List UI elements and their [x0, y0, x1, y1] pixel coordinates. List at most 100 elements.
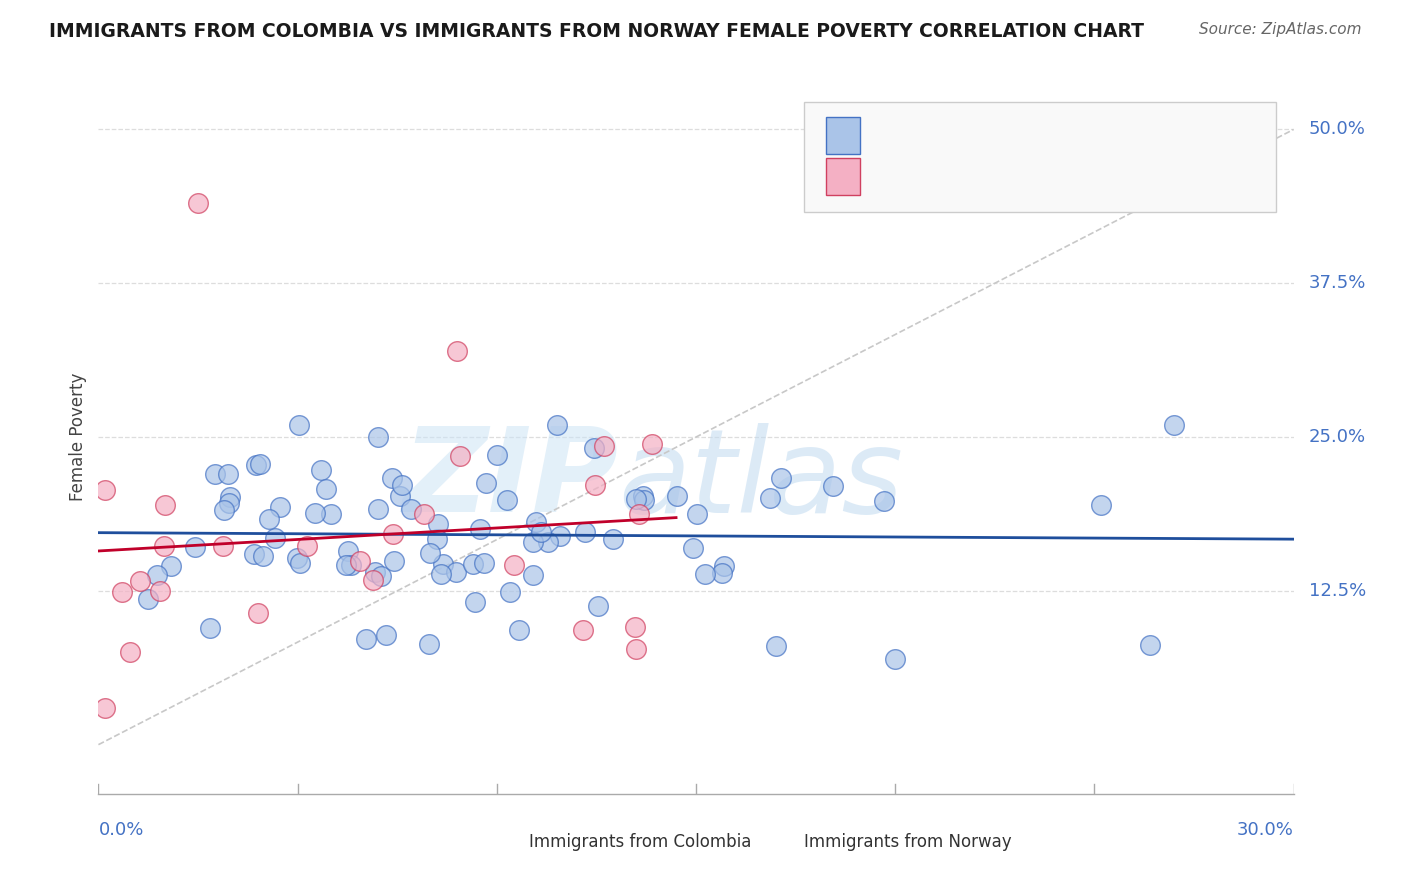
- Point: [367, 430, 389, 444]
- Point: [94, 700, 117, 714]
- Point: [468, 522, 491, 536]
- Point: [823, 479, 845, 493]
- Point: [461, 557, 484, 571]
- Point: [218, 490, 240, 504]
- Point: [464, 595, 486, 609]
- Point: [149, 584, 172, 599]
- Point: [624, 620, 647, 634]
- Point: [884, 651, 907, 665]
- Text: 12.5%: 12.5%: [1309, 582, 1367, 600]
- Point: [245, 458, 267, 472]
- Point: [128, 574, 150, 588]
- Point: [364, 566, 387, 580]
- Point: [263, 531, 285, 545]
- Point: [243, 547, 266, 561]
- FancyBboxPatch shape: [804, 102, 1275, 212]
- Point: [624, 641, 647, 656]
- Point: [426, 532, 449, 546]
- Text: R = -0.036   N = 78: R = -0.036 N = 78: [875, 126, 1059, 145]
- FancyBboxPatch shape: [768, 826, 796, 860]
- Point: [593, 439, 616, 453]
- Point: [381, 527, 404, 541]
- Point: [710, 566, 733, 581]
- Point: [367, 502, 389, 516]
- Point: [304, 507, 326, 521]
- Point: [526, 515, 548, 529]
- Point: [252, 549, 274, 563]
- Point: [146, 567, 169, 582]
- Text: 37.5%: 37.5%: [1309, 274, 1367, 293]
- Text: Source: ZipAtlas.com: Source: ZipAtlas.com: [1198, 22, 1361, 37]
- Point: [873, 493, 896, 508]
- Point: [548, 529, 571, 543]
- Point: [759, 491, 782, 506]
- Point: [765, 639, 787, 653]
- Point: [297, 540, 319, 554]
- Point: [269, 500, 291, 514]
- Point: [246, 606, 269, 620]
- Point: [319, 507, 342, 521]
- Point: [485, 448, 508, 462]
- Text: 0.0%: 0.0%: [98, 821, 143, 839]
- Point: [583, 477, 606, 491]
- Point: [426, 516, 449, 531]
- Point: [586, 599, 609, 614]
- Point: [444, 565, 467, 579]
- Point: [633, 492, 655, 507]
- Point: [136, 592, 159, 607]
- Point: [354, 632, 377, 647]
- Point: [574, 524, 596, 539]
- Point: [315, 482, 337, 496]
- Point: [309, 462, 332, 476]
- Point: [522, 535, 544, 549]
- Text: Immigrants from Norway: Immigrants from Norway: [804, 833, 1011, 851]
- Point: [349, 553, 371, 567]
- Point: [432, 558, 454, 572]
- Text: 50.0%: 50.0%: [1309, 120, 1367, 138]
- Point: [686, 507, 709, 521]
- Text: Immigrants from Colombia: Immigrants from Colombia: [529, 833, 751, 851]
- Point: [419, 546, 441, 560]
- Point: [412, 508, 434, 522]
- Point: [187, 196, 209, 211]
- Y-axis label: Female Poverty: Female Poverty: [69, 373, 87, 501]
- Point: [429, 567, 451, 582]
- Point: [382, 554, 405, 568]
- Point: [370, 569, 392, 583]
- FancyBboxPatch shape: [827, 117, 859, 153]
- Text: IMMIGRANTS FROM COLOMBIA VS IMMIGRANTS FROM NORWAY FEMALE POVERTY CORRELATION CH: IMMIGRANTS FROM COLOMBIA VS IMMIGRANTS F…: [49, 22, 1144, 41]
- Point: [508, 623, 530, 637]
- Point: [153, 539, 176, 553]
- Point: [339, 558, 361, 573]
- Point: [361, 573, 384, 587]
- Text: ZIP: ZIP: [402, 423, 619, 537]
- Point: [381, 471, 404, 485]
- Point: [184, 540, 207, 554]
- Point: [285, 551, 308, 566]
- Point: [111, 585, 134, 599]
- Point: [628, 508, 651, 522]
- Point: [218, 495, 240, 509]
- Point: [257, 512, 280, 526]
- Point: [769, 471, 792, 485]
- Text: 25.0%: 25.0%: [1309, 428, 1367, 446]
- Point: [337, 544, 360, 558]
- Point: [212, 539, 235, 553]
- FancyBboxPatch shape: [827, 158, 859, 195]
- Point: [418, 637, 440, 651]
- Point: [522, 568, 544, 582]
- Point: [335, 558, 357, 572]
- Point: [499, 585, 522, 599]
- Point: [287, 418, 309, 433]
- Point: [446, 343, 468, 358]
- Point: [475, 475, 498, 490]
- Point: [626, 491, 648, 506]
- Point: [450, 449, 472, 463]
- Point: [153, 498, 176, 512]
- FancyBboxPatch shape: [494, 826, 522, 860]
- Point: [583, 441, 606, 455]
- Point: [214, 503, 236, 517]
- Text: 30.0%: 30.0%: [1237, 821, 1294, 839]
- Point: [713, 558, 735, 573]
- Point: [530, 524, 553, 539]
